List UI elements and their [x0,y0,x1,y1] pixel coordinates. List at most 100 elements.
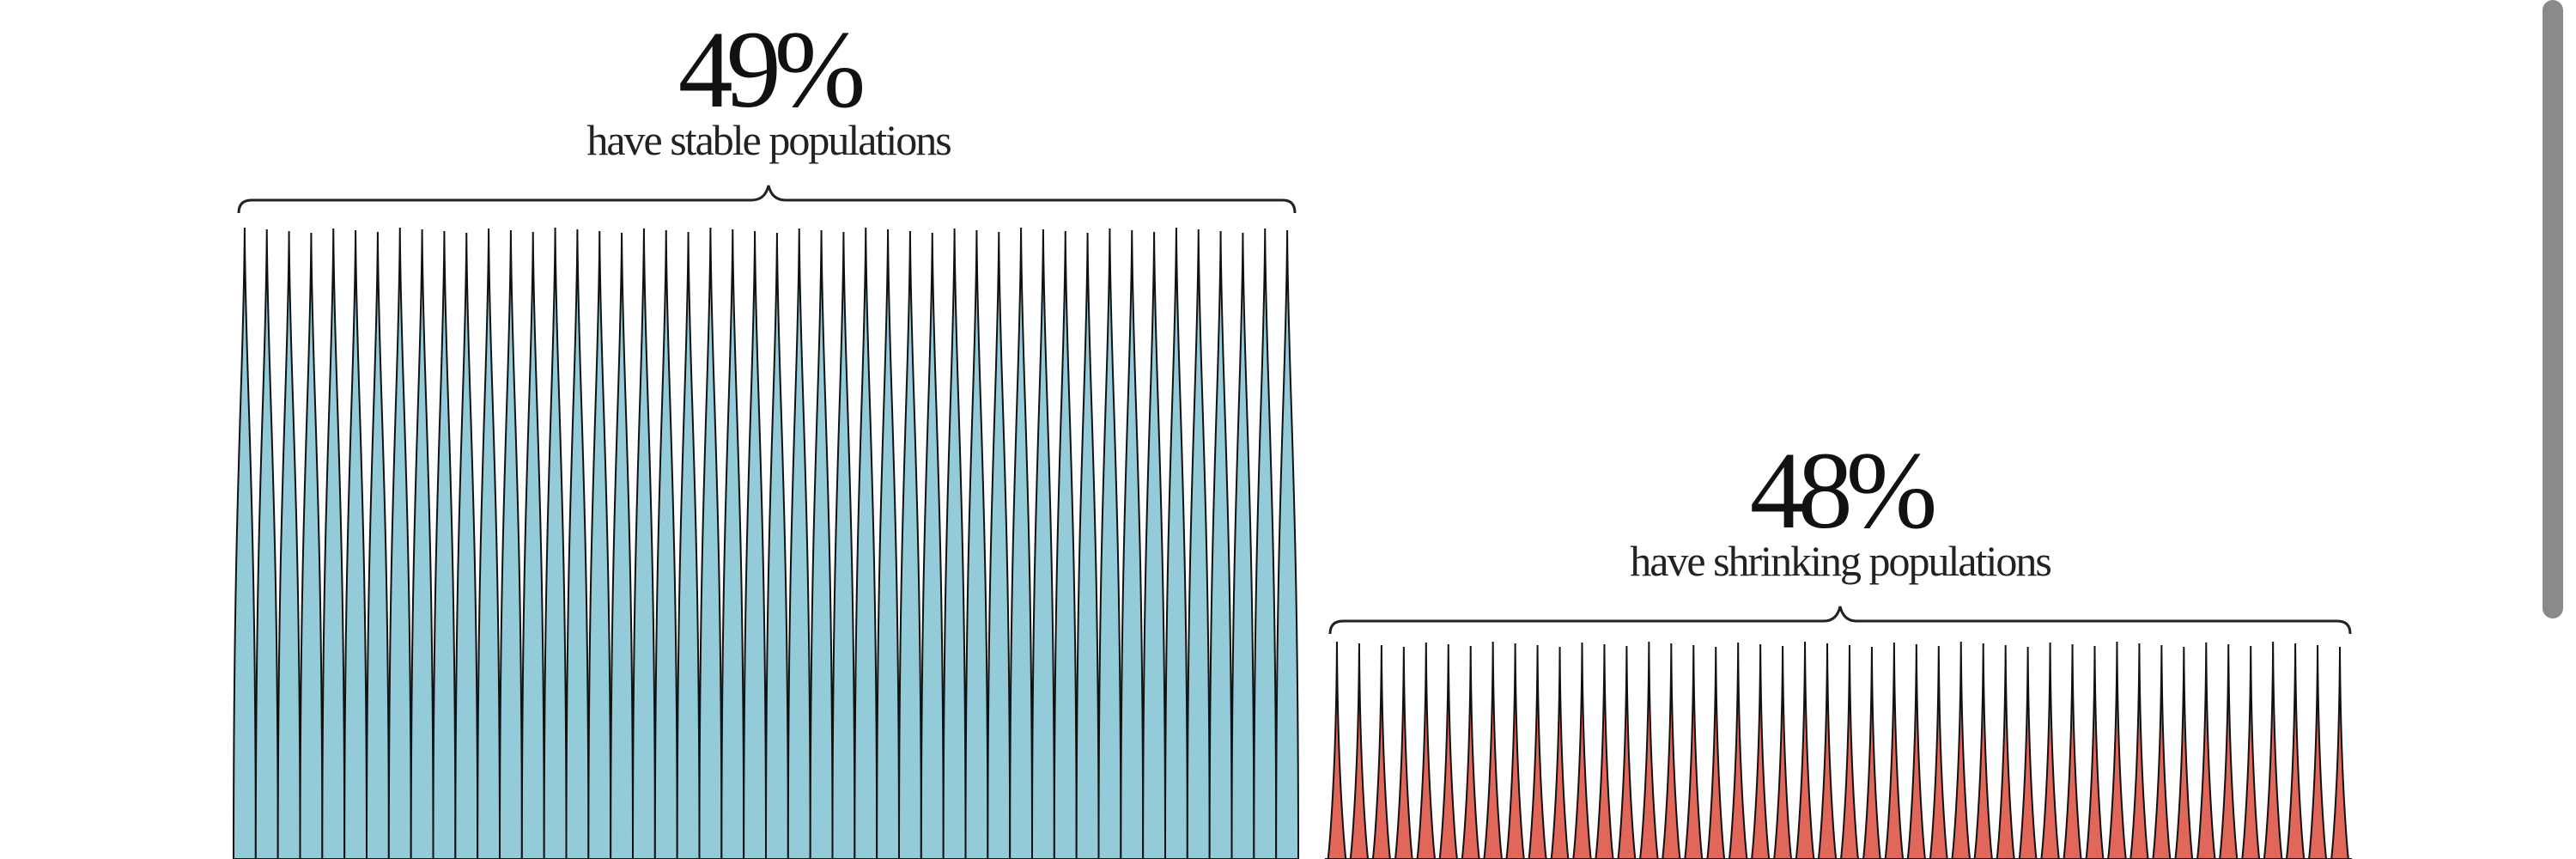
spike [1009,227,1034,859]
spike [698,227,723,859]
stable-group: 49% have stable populations [232,9,1300,859]
spike [254,228,279,859]
spike [987,231,1012,859]
spike [1458,645,1483,859]
spike [897,230,922,859]
brace [237,185,1297,214]
spike [1570,642,1595,859]
spike [387,227,412,859]
spike [1208,230,1233,859]
spike [1142,231,1167,859]
spike [1592,643,1617,859]
spike [2149,644,2174,859]
spike [1859,646,1884,859]
spike [764,232,789,859]
spike [232,227,257,859]
stable-percent: 49% [678,9,863,131]
shrinking-label: have shrinking populations [1630,537,2050,585]
spike [1948,641,1973,859]
shrinking-percent: 48% [1750,430,1935,551]
spike [2283,643,2308,859]
spike [1480,641,1505,859]
spike [1253,228,1278,859]
spike [610,232,635,859]
spike [2015,646,2040,859]
spike [1391,646,1416,859]
spike [1525,644,1550,859]
spike [410,228,434,859]
spike [2038,642,2063,859]
spike [1436,643,1461,859]
spike [1346,643,1371,859]
brace [1328,606,2352,635]
spike [1053,230,1078,859]
spike [1163,227,1188,859]
spike [1637,641,1662,859]
spike [432,230,457,859]
spike [1881,642,1906,859]
spike [1369,644,1394,859]
spike [831,231,856,859]
spike [1186,228,1211,859]
stable-label: have stable populations [586,116,951,164]
spike [276,230,301,859]
shrinking-group: 48% have shrinking populations [1324,430,2353,859]
spike [587,230,612,859]
spike [631,228,656,859]
spike [2105,641,2129,859]
spike [2261,641,2286,859]
spike [1324,641,1349,859]
spike [321,228,346,859]
spike [1993,644,2018,859]
spike [1926,645,1951,859]
spike [1837,644,1862,859]
spike [454,232,479,859]
spike [1097,228,1122,859]
spike [1230,232,1255,859]
spike [2306,644,2330,859]
spike [854,227,878,859]
scrollbar[interactable] [2543,0,2563,618]
spike [2172,646,2196,859]
spikes [232,227,1300,859]
spike [920,232,945,859]
spike [1793,641,1818,859]
spike [2082,645,2107,859]
spike [743,230,768,859]
spike [676,231,701,859]
spike [1904,643,1929,859]
spike [343,229,368,859]
spike [1971,643,1996,859]
spike [1614,645,1639,859]
spike [720,228,745,859]
spike [1275,229,1300,859]
spike [942,228,967,859]
spike [964,229,989,859]
spike [543,227,568,859]
spike [1704,646,1728,859]
spike [1659,643,1684,859]
spike [787,228,811,859]
spike [565,228,590,859]
spike [520,231,545,859]
spike [2060,643,2085,859]
spike [1547,646,1572,859]
spike [1503,643,1528,859]
spike [365,231,390,859]
spike [2127,643,2152,859]
spike [2239,645,2263,859]
spike [1771,645,1795,859]
spike [477,228,501,859]
spike [1815,643,1840,859]
spike [2328,646,2353,859]
spike [299,232,324,859]
spike [809,229,834,859]
spike [1030,228,1055,859]
spike [1748,643,1773,859]
spike [498,229,523,859]
spike [653,229,678,859]
spike [1726,642,1751,859]
spike [2216,643,2241,859]
